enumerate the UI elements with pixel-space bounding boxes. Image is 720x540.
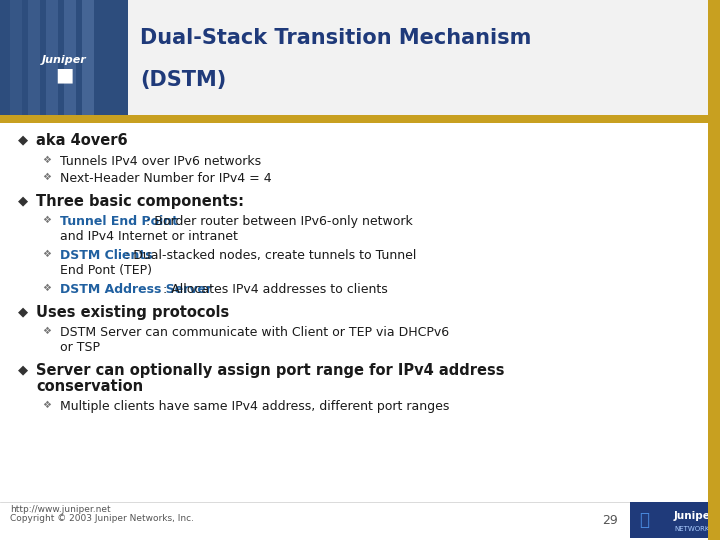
- Text: DSTM Address Server: DSTM Address Server: [60, 283, 212, 296]
- Text: ◆: ◆: [18, 305, 28, 318]
- Text: ❖: ❖: [42, 283, 51, 293]
- Text: Tunnel End Point: Tunnel End Point: [60, 215, 178, 228]
- Text: ◆: ◆: [18, 363, 28, 376]
- Bar: [46, 0, 58, 115]
- Text: ❖: ❖: [42, 172, 51, 182]
- Bar: [0, 0, 720, 115]
- Bar: [0, 115, 720, 123]
- Text: : Dual-stacked nodes, create tunnels to Tunnel: : Dual-stacked nodes, create tunnels to …: [125, 249, 416, 262]
- Text: NETWORKS: NETWORKS: [674, 526, 714, 532]
- Text: 29: 29: [602, 515, 618, 528]
- Text: Juniper: Juniper: [42, 55, 86, 65]
- Text: Dual-Stack Transition Mechanism: Dual-Stack Transition Mechanism: [140, 28, 531, 48]
- Text: Three basic components:: Three basic components:: [36, 194, 244, 209]
- Bar: [0, 0, 128, 115]
- Text: Tunnels IPv4 over IPv6 networks: Tunnels IPv4 over IPv6 networks: [60, 155, 261, 168]
- Text: DSTM Clients: DSTM Clients: [60, 249, 153, 262]
- Text: 🔥: 🔥: [639, 511, 649, 529]
- Text: End Pont (TEP): End Pont (TEP): [60, 264, 152, 277]
- Bar: [82, 0, 94, 115]
- Bar: [0, 0, 128, 115]
- Bar: [708, 0, 720, 540]
- Text: ❖: ❖: [42, 326, 51, 336]
- Text: conservation: conservation: [36, 379, 143, 394]
- Text: aka 4over6: aka 4over6: [36, 133, 127, 148]
- Text: ❖: ❖: [42, 215, 51, 225]
- Bar: [630, 502, 710, 538]
- Text: ■: ■: [55, 65, 73, 84]
- Text: (DSTM): (DSTM): [140, 70, 226, 90]
- Text: : Border router between IPv6-only network: : Border router between IPv6-only networ…: [146, 215, 413, 228]
- Text: and IPv4 Internet or intranet: and IPv4 Internet or intranet: [60, 230, 238, 243]
- Text: http://www.juniper.net: http://www.juniper.net: [10, 505, 111, 514]
- Text: Multiple clients have same IPv4 address, different port ranges: Multiple clients have same IPv4 address,…: [60, 400, 449, 413]
- Text: or TSP: or TSP: [60, 341, 100, 354]
- Bar: [64, 0, 76, 115]
- Text: ◆: ◆: [18, 133, 28, 146]
- Text: : Allocates IPv4 addresses to clients: : Allocates IPv4 addresses to clients: [163, 283, 387, 296]
- Text: Copyright © 2003 Juniper Networks, Inc.: Copyright © 2003 Juniper Networks, Inc.: [10, 514, 194, 523]
- Text: DSTM Server can communicate with Client or TEP via DHCPv6: DSTM Server can communicate with Client …: [60, 326, 449, 339]
- Text: ❖: ❖: [42, 249, 51, 259]
- Text: ❖: ❖: [42, 400, 51, 410]
- Text: Next-Header Number for IPv4 = 4: Next-Header Number for IPv4 = 4: [60, 172, 271, 185]
- Text: ◆: ◆: [18, 194, 28, 207]
- Text: Uses existing protocols: Uses existing protocols: [36, 305, 229, 320]
- Text: ❖: ❖: [42, 155, 51, 165]
- Bar: [10, 0, 22, 115]
- Bar: [28, 0, 40, 115]
- Text: Juniper: Juniper: [674, 511, 716, 522]
- Text: Server can optionally assign port range for IPv4 address: Server can optionally assign port range …: [36, 363, 505, 378]
